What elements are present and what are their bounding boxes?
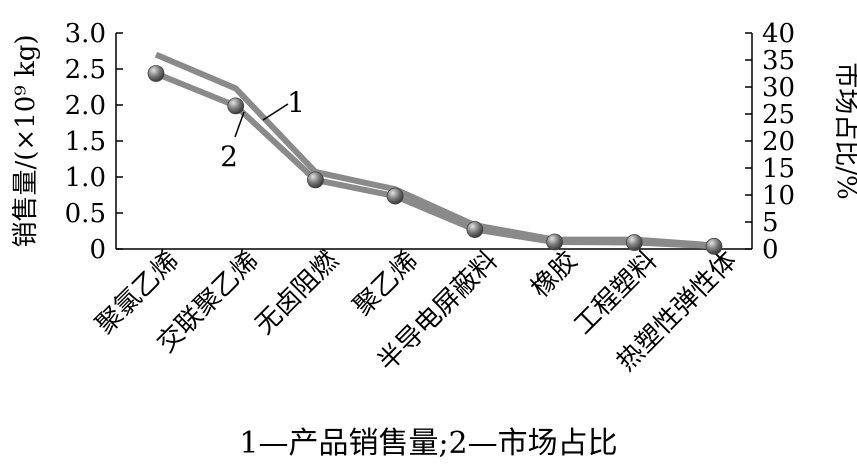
right-tick-label: 5 [762,208,779,238]
right-tick-label: 15 [762,154,795,184]
right-tick-label: 20 [762,127,795,157]
left-tick-label: 0.5 [65,199,106,229]
left-tick-label: 2.0 [65,91,106,121]
right-tick-label: 0 [762,235,779,265]
right-tick-label: 40 [762,19,795,49]
category-label: 橡胶 [526,246,584,304]
y-axis-label: 销售量/(×10⁹ kg) [11,34,41,247]
y2-axis-label: 市场占比/% [831,62,857,199]
left-ticks: 3.0 2.5 2.0 1.5 1.0 0.5 0 [65,19,123,265]
data-point [227,97,245,115]
series-2-label: 2 [220,140,238,173]
data-point [307,171,324,189]
category-label: 无卤阻燃 [250,246,345,341]
series-1-label: 1 [287,86,305,119]
data-point [147,65,165,82]
left-tick-label: 3.0 [65,19,106,49]
category-label: 聚乙烯 [348,246,424,322]
right-tick-label: 30 [762,73,795,103]
series-line-2 [154,70,715,250]
right-tick-label: 35 [762,46,795,76]
data-point [625,234,643,251]
series-1-leader [262,103,289,121]
right-tick-label: 10 [762,181,795,211]
series-2-leader [234,111,245,138]
left-tick-label: 1.5 [65,127,106,157]
left-tick-label: 1.0 [65,163,106,193]
series-labels: 1 2 [220,86,305,173]
series-layer [147,51,723,255]
data-point [386,187,404,205]
axes [115,33,753,250]
data-point [705,237,723,255]
left-tick-label: 0 [89,235,106,265]
series-line-1 [154,51,715,249]
data-point [466,221,484,238]
chart-caption: 1—产品销售量;2—市场占比 [239,426,618,461]
data-point [546,233,563,251]
left-tick-label: 2.5 [65,55,106,85]
right-tick-label: 25 [762,100,795,130]
